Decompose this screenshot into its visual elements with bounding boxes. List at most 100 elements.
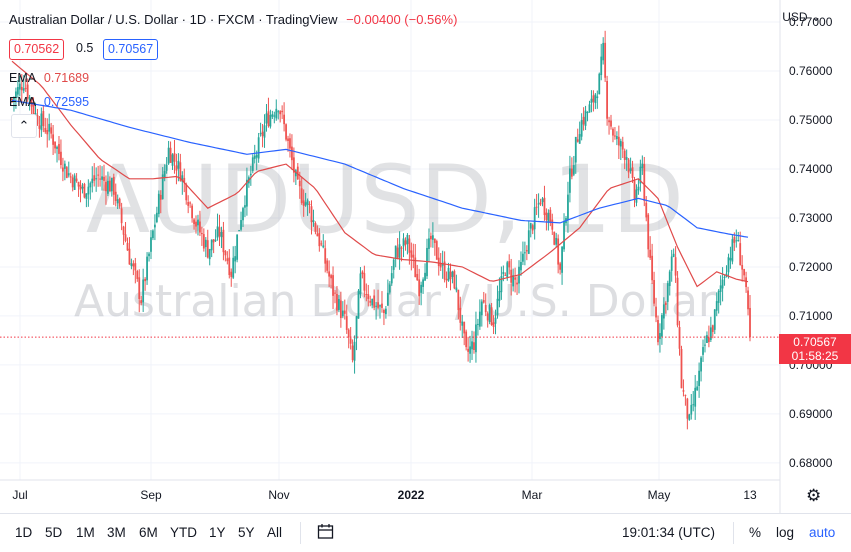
range-1y[interactable]: 1Y bbox=[209, 525, 226, 540]
candle-body bbox=[271, 114, 274, 117]
candle-body bbox=[606, 80, 608, 119]
calendar-range-icon[interactable] bbox=[317, 523, 334, 543]
sell-price-box[interactable]: 0.70562 bbox=[9, 39, 65, 60]
candle-body bbox=[367, 294, 370, 299]
ema-slow-legend[interactable]: EMA 0.72595 bbox=[9, 95, 89, 109]
price-axis[interactable]: 0.77000 0.76000 0.75000 0.74000 0.73000 0.720… bbox=[779, 0, 833, 513]
candle-body bbox=[212, 239, 215, 243]
candle-body bbox=[537, 203, 540, 205]
candle-body bbox=[672, 253, 675, 257]
candle-body bbox=[500, 276, 503, 293]
range-1m[interactable]: 1M bbox=[76, 525, 95, 540]
candle-body bbox=[338, 299, 340, 311]
candle-body bbox=[400, 247, 403, 249]
x-tick-label: May bbox=[648, 488, 671, 502]
candle-body bbox=[292, 157, 295, 173]
range-5y[interactable]: 5Y bbox=[238, 525, 255, 540]
calendar-range-icon-svg bbox=[317, 524, 334, 539]
candle-body bbox=[473, 342, 475, 350]
candle-body bbox=[661, 315, 663, 337]
candle-body bbox=[242, 208, 244, 221]
bar-countdown: 01:58:25 bbox=[791, 349, 839, 363]
candle-body bbox=[269, 114, 272, 127]
candle-body bbox=[32, 103, 35, 115]
candle-body bbox=[721, 279, 724, 289]
candle-body bbox=[453, 270, 456, 289]
candle-body bbox=[631, 167, 634, 178]
candle-body bbox=[345, 316, 348, 330]
candle-body bbox=[173, 153, 176, 162]
candle-body bbox=[339, 300, 342, 319]
watermark-name: Australian Dollar / U.S. Dollar bbox=[74, 276, 717, 327]
y-tick-label: 0.69000 bbox=[789, 407, 833, 421]
candle-body bbox=[541, 198, 544, 203]
candle-body bbox=[441, 263, 444, 266]
candle-body bbox=[608, 120, 610, 123]
candle-body bbox=[733, 237, 736, 243]
candle-body bbox=[633, 180, 636, 200]
range-5d[interactable]: 5D bbox=[45, 525, 63, 540]
candle-body bbox=[439, 263, 442, 268]
candle-body bbox=[377, 302, 379, 308]
candle-body bbox=[447, 267, 450, 281]
candle-body bbox=[238, 230, 240, 232]
range-6m[interactable]: 6M bbox=[139, 525, 158, 540]
chevron-up-icon[interactable]: ⌃ bbox=[11, 114, 37, 138]
candle-body bbox=[187, 202, 190, 206]
range-3m[interactable]: 3M bbox=[107, 525, 126, 540]
candle-body bbox=[308, 203, 311, 205]
candle-body bbox=[120, 208, 123, 224]
candle-body bbox=[545, 212, 548, 220]
candle-body bbox=[504, 274, 507, 276]
candle-body bbox=[75, 178, 78, 182]
candle-body bbox=[255, 154, 258, 158]
auto-scale-toggle[interactable]: auto bbox=[809, 525, 836, 540]
candle-body bbox=[334, 292, 336, 294]
last-price-tag: 0.70567 01:58:25 bbox=[779, 334, 851, 364]
candle-body bbox=[13, 97, 15, 100]
candle-body bbox=[277, 111, 280, 113]
candle-body bbox=[406, 234, 409, 245]
candle-body bbox=[586, 112, 589, 114]
price-chart[interactable]: AUDUSD, 1D Australian Dollar / U.S. Dolla… bbox=[0, 0, 851, 513]
candle-body bbox=[574, 136, 577, 163]
candle-body bbox=[285, 124, 287, 140]
candle-body bbox=[191, 205, 193, 219]
log-toggle[interactable]: log bbox=[776, 525, 795, 540]
candle-body bbox=[547, 212, 550, 223]
candle-body bbox=[232, 257, 235, 278]
buy-price-box[interactable]: 0.70567 bbox=[103, 39, 159, 60]
candle-body bbox=[197, 219, 199, 226]
candle-body bbox=[324, 248, 327, 264]
percent-toggle[interactable]: % bbox=[749, 525, 762, 540]
candle-body bbox=[471, 341, 473, 350]
range-all[interactable]: All bbox=[267, 525, 283, 540]
candle-body bbox=[465, 331, 468, 348]
candle-body bbox=[175, 165, 178, 171]
candle-body bbox=[659, 333, 661, 340]
candle-body bbox=[210, 239, 213, 251]
candle-body bbox=[496, 298, 499, 316]
candle-body bbox=[674, 257, 677, 276]
candle-body bbox=[508, 261, 511, 268]
utc-clock[interactable]: 19:01:34 (UTC) bbox=[622, 525, 716, 540]
candle-body bbox=[584, 110, 587, 126]
candle-body bbox=[150, 237, 152, 252]
candle-body bbox=[159, 194, 162, 200]
candle-body bbox=[723, 277, 726, 279]
ema-fast-legend[interactable]: EMA 0.71689 bbox=[9, 71, 89, 85]
range-ytd[interactable]: YTD bbox=[170, 525, 197, 540]
candle-body bbox=[214, 239, 217, 241]
candle-body bbox=[332, 275, 334, 296]
candle-body bbox=[73, 175, 76, 190]
candle-body bbox=[443, 261, 446, 280]
candle-body bbox=[535, 206, 538, 208]
range-1d[interactable]: 1D bbox=[15, 525, 33, 540]
time-axis[interactable]: Jul Sep Nov 2022 Mar May 13 bbox=[0, 479, 780, 502]
gear-icon[interactable]: ⚙ bbox=[806, 486, 822, 505]
candle-body bbox=[130, 263, 133, 267]
candle-body bbox=[396, 247, 399, 258]
candle-body bbox=[369, 300, 372, 303]
symbol-watermark: AUDUSD, 1D Australian Dollar / U.S. Dolla… bbox=[74, 146, 717, 327]
currency-selector[interactable]: USD ⌄ bbox=[782, 10, 821, 24]
